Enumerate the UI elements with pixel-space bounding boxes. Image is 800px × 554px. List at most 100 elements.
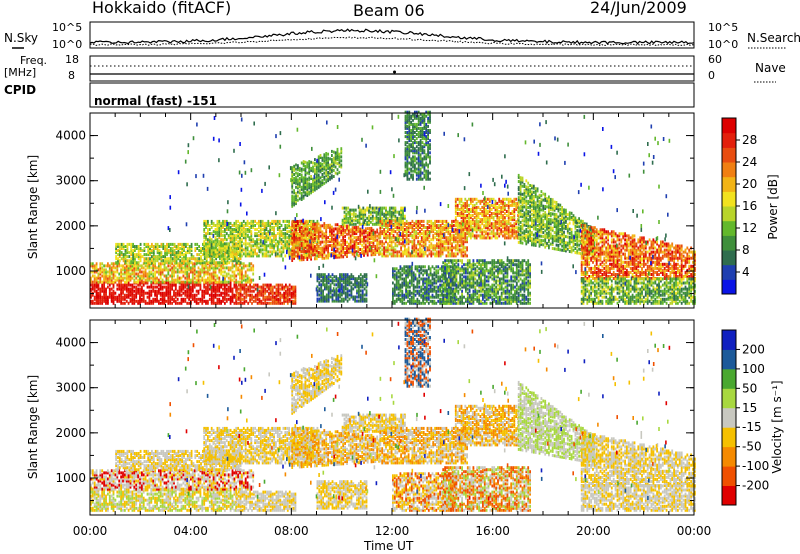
power-cell bbox=[336, 168, 339, 172]
power-cell bbox=[165, 268, 168, 272]
power-cell bbox=[387, 224, 389, 227]
power-cell bbox=[191, 280, 194, 284]
power-cell bbox=[131, 299, 134, 303]
power-cell bbox=[120, 242, 123, 246]
power-cell bbox=[112, 293, 115, 297]
power-cell bbox=[224, 293, 226, 297]
power-cell bbox=[437, 250, 440, 254]
power-cell bbox=[418, 285, 421, 289]
power-cell bbox=[212, 299, 215, 303]
power-cell bbox=[300, 250, 303, 254]
power-cell bbox=[428, 224, 431, 227]
power-cell bbox=[310, 229, 312, 233]
power-cell bbox=[158, 266, 160, 270]
power-cell bbox=[264, 291, 267, 295]
power-cell bbox=[171, 262, 173, 266]
power-cell bbox=[422, 224, 425, 227]
power-cell bbox=[120, 251, 123, 255]
power-cell bbox=[426, 277, 428, 281]
power-cell bbox=[340, 155, 343, 159]
power-cell bbox=[252, 248, 255, 252]
power-cell bbox=[258, 285, 261, 289]
power-cell bbox=[169, 242, 172, 246]
power-cell bbox=[344, 234, 346, 238]
power-cell bbox=[263, 252, 266, 256]
power-cell bbox=[300, 229, 303, 233]
power-cell bbox=[281, 283, 284, 287]
power-cell bbox=[184, 299, 187, 303]
power-cell bbox=[269, 283, 272, 287]
power-cell bbox=[433, 271, 436, 275]
power-cell bbox=[158, 245, 161, 248]
power-cell bbox=[139, 295, 141, 299]
power-cell bbox=[159, 274, 162, 278]
power-cell bbox=[312, 222, 314, 226]
power-cell bbox=[182, 299, 185, 303]
power-cell bbox=[248, 226, 251, 229]
power-cell bbox=[95, 281, 98, 285]
power-cell bbox=[122, 289, 124, 293]
power-cell bbox=[281, 301, 284, 305]
power-cell bbox=[451, 234, 453, 238]
power-cell bbox=[317, 222, 320, 226]
power-cell bbox=[241, 283, 244, 287]
power-cell bbox=[412, 271, 415, 275]
power-cell bbox=[171, 287, 173, 291]
power-cell bbox=[293, 224, 295, 228]
power-cell bbox=[147, 242, 150, 246]
power-cell bbox=[418, 299, 421, 303]
power-cell bbox=[95, 283, 98, 287]
power-cell bbox=[244, 264, 247, 268]
power-cell bbox=[439, 224, 442, 227]
nsky-line bbox=[89, 28, 695, 45]
power-cell bbox=[298, 223, 301, 227]
power-cell bbox=[139, 278, 141, 282]
power-cell bbox=[203, 278, 206, 282]
power-cell bbox=[91, 266, 94, 270]
power-cell bbox=[366, 216, 368, 220]
power-cell bbox=[338, 251, 341, 255]
power-cell bbox=[267, 219, 270, 223]
power-cell bbox=[404, 221, 406, 225]
power-cell bbox=[158, 301, 160, 305]
power-cell bbox=[398, 210, 401, 214]
power-cell bbox=[302, 160, 305, 164]
power-cell bbox=[231, 293, 234, 297]
power-cell bbox=[122, 276, 124, 280]
power-cell bbox=[224, 276, 226, 280]
power-cell bbox=[246, 246, 249, 250]
power-cell bbox=[131, 301, 134, 305]
power-cell bbox=[349, 250, 352, 254]
power-cell bbox=[184, 293, 187, 297]
power-cell bbox=[243, 291, 246, 295]
power-cell bbox=[248, 242, 251, 246]
power-cell bbox=[105, 293, 107, 297]
power-cell bbox=[207, 266, 209, 270]
power-cell bbox=[133, 280, 136, 284]
power-cell bbox=[139, 268, 141, 272]
power-cell bbox=[297, 194, 299, 198]
power-cell bbox=[310, 255, 312, 259]
power-cell bbox=[353, 226, 356, 230]
power-cell bbox=[131, 287, 134, 291]
power-cell bbox=[165, 289, 168, 293]
power-cell bbox=[210, 232, 213, 236]
power-cell bbox=[125, 262, 128, 266]
power-cell bbox=[162, 259, 165, 263]
power-cell bbox=[392, 267, 394, 271]
power-cell bbox=[280, 238, 283, 242]
power-cell bbox=[411, 219, 414, 223]
power-cell bbox=[453, 234, 455, 238]
power-cell bbox=[154, 291, 156, 295]
power-cell bbox=[202, 259, 204, 263]
power-cell bbox=[334, 233, 337, 237]
power-cell bbox=[400, 226, 402, 229]
power-cell bbox=[295, 175, 297, 179]
power-cell bbox=[230, 259, 233, 263]
power-cell bbox=[276, 219, 279, 223]
power-cell bbox=[250, 219, 253, 223]
power-cell bbox=[420, 271, 423, 275]
power-cell bbox=[233, 301, 236, 305]
power-cell bbox=[258, 219, 260, 223]
power-cell bbox=[124, 301, 126, 305]
